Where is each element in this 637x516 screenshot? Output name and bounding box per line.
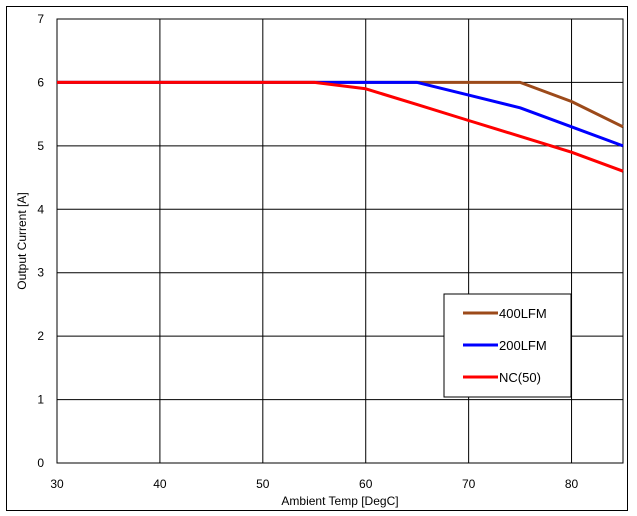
- x-tick-label: 60: [359, 477, 373, 491]
- plot-area-border: [56, 18, 624, 464]
- series-line-200lfm: [57, 80, 624, 148]
- y-tick-label: 4: [37, 202, 44, 216]
- series-line-400lfm: [57, 80, 624, 129]
- legend-label: 200LFM: [499, 338, 547, 353]
- legend: 400LFM 200LFM NC(50): [443, 293, 572, 398]
- y-tick-label: 0: [37, 456, 44, 470]
- y-tick-label: 2: [37, 329, 44, 343]
- tick-labels: 30 40 50 60 70 80 0 1 2 3 4 5 6 7: [37, 12, 578, 491]
- series-line-nc-50-: [57, 80, 624, 173]
- y-tick-label: 3: [37, 266, 44, 280]
- y-tick-label: 5: [37, 139, 44, 153]
- y-tick-label: 7: [37, 12, 44, 26]
- legend-label: 400LFM: [499, 306, 547, 321]
- x-tick-label: 40: [153, 477, 167, 491]
- x-tick-label: 70: [462, 477, 476, 491]
- x-tick-label: 50: [256, 477, 270, 491]
- series-layer: [57, 80, 624, 173]
- y-tick-label: 1: [37, 393, 44, 407]
- x-axis-title: Ambient Temp [DegC]: [281, 494, 398, 508]
- x-tick-label: 30: [50, 477, 64, 491]
- y-tick-label: 6: [37, 75, 44, 89]
- chart-frame: [6, 6, 628, 511]
- x-tick-label: 80: [565, 477, 579, 491]
- y-axis-title: Output Current [A]: [15, 192, 29, 289]
- legend-label: NC(50): [499, 370, 541, 385]
